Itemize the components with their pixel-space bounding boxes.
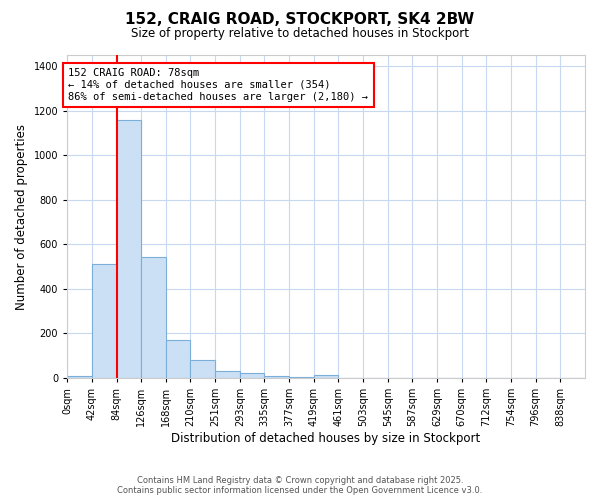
Text: 152 CRAIG ROAD: 78sqm
← 14% of detached houses are smaller (354)
86% of semi-det: 152 CRAIG ROAD: 78sqm ← 14% of detached …	[68, 68, 368, 102]
Text: Contains HM Land Registry data © Crown copyright and database right 2025.
Contai: Contains HM Land Registry data © Crown c…	[118, 476, 482, 495]
Bar	[314, 376, 338, 378]
Bar	[240, 373, 265, 378]
Bar	[67, 376, 92, 378]
Bar	[166, 340, 190, 378]
Text: Size of property relative to detached houses in Stockport: Size of property relative to detached ho…	[131, 28, 469, 40]
Bar	[190, 360, 215, 378]
Text: 152, CRAIG ROAD, STOCKPORT, SK4 2BW: 152, CRAIG ROAD, STOCKPORT, SK4 2BW	[125, 12, 475, 28]
Bar	[265, 376, 289, 378]
Bar	[141, 256, 166, 378]
X-axis label: Distribution of detached houses by size in Stockport: Distribution of detached houses by size …	[172, 432, 481, 445]
Bar	[116, 120, 141, 378]
Y-axis label: Number of detached properties: Number of detached properties	[15, 124, 28, 310]
Bar	[92, 264, 116, 378]
Bar	[215, 371, 240, 378]
Bar	[289, 377, 314, 378]
